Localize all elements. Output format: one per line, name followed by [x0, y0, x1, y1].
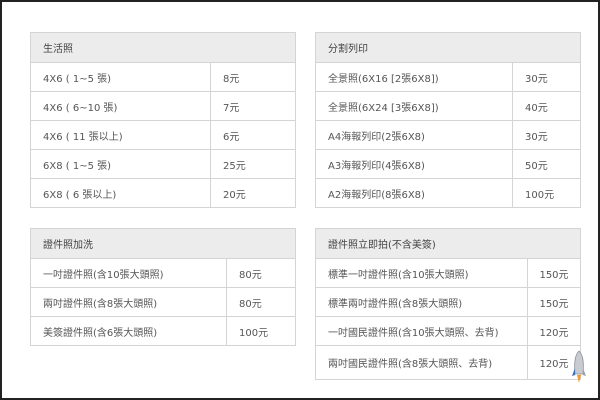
item-price: 30元	[512, 62, 581, 92]
item-name: A3海報列印(4張6X8)	[315, 149, 513, 179]
rocket-icon[interactable]	[571, 350, 587, 386]
table-row: 標準一吋證件照(含10張大頭照) 150元	[315, 258, 581, 288]
item-name: 標準兩吋證件照(含8張大頭照)	[315, 287, 528, 317]
item-name: 一吋國民證件照(含10張大頭照、去背)	[315, 316, 528, 346]
table-row: 4X6 ( 1~5 張) 8元	[30, 62, 296, 92]
table-row: 6X8 ( 6 張以上) 20元	[30, 178, 296, 208]
table-header-row: 生活照	[30, 32, 296, 63]
item-price: 6元	[210, 120, 296, 150]
item-name: 兩吋國民證件照(含8張大頭照、去背)	[315, 345, 528, 380]
table-id-photo-instant: 證件照立即拍(不含美簽) 標準一吋證件照(含10張大頭照) 150元 標準兩吋證件照(…	[315, 228, 581, 380]
table-title: 證件照加洗	[30, 228, 296, 259]
table-row: A2海報列印(8張6X8) 100元	[315, 178, 581, 208]
table-row: A3海報列印(4張6X8) 50元	[315, 149, 581, 179]
item-name: 美簽證件照(含6張大頭照)	[30, 316, 227, 346]
item-price: 7元	[210, 91, 296, 121]
item-price: 80元	[226, 258, 296, 288]
item-name: 標準一吋證件照(含10張大頭照)	[315, 258, 528, 288]
table-row: 4X6 ( 6~10 張) 7元	[30, 91, 296, 121]
table-row: 全景照(6X24 [3張6X8]) 40元	[315, 91, 581, 121]
table-row: 兩吋證件照(含8張大頭照) 80元	[30, 287, 296, 317]
table-id-photo-reprint: 證件照加洗 一吋證件照(含10張大頭照) 80元 兩吋證件照(含8張大頭照) 80元 美簽…	[30, 228, 296, 346]
table-row: 標準兩吋證件照(含8張大頭照) 150元	[315, 287, 581, 317]
table-header-row: 證件照加洗	[30, 228, 296, 259]
table-split-printing: 分割列印 全景照(6X16 [2張6X8]) 30元 全景照(6X24 [3張6X8]…	[315, 32, 581, 208]
table-lifestyle-photos: 生活照 4X6 ( 1~5 張) 8元 4X6 ( 6~10 張) 7元 4X6 ( 11…	[30, 32, 296, 208]
item-name: 4X6 ( 1~5 張)	[30, 62, 211, 92]
table-header-row: 分割列印	[315, 32, 581, 63]
table-row: 全景照(6X16 [2張6X8]) 30元	[315, 62, 581, 92]
table-row: A4海報列印(2張6X8) 30元	[315, 120, 581, 150]
item-name: 4X6 ( 11 張以上)	[30, 120, 211, 150]
table-row: 一吋證件照(含10張大頭照) 80元	[30, 258, 296, 288]
item-price: 120元	[527, 345, 581, 380]
item-price: 150元	[527, 258, 581, 288]
table-row: 兩吋國民證件照(含8張大頭照、去背) 120元	[315, 345, 581, 380]
item-name: 兩吋證件照(含8張大頭照)	[30, 287, 227, 317]
item-price: 80元	[226, 287, 296, 317]
item-name: A4海報列印(2張6X8)	[315, 120, 513, 150]
item-price: 30元	[512, 120, 581, 150]
item-price: 100元	[512, 178, 581, 208]
table-row: 一吋國民證件照(含10張大頭照、去背) 120元	[315, 316, 581, 346]
table-row: 4X6 ( 11 張以上) 6元	[30, 120, 296, 150]
item-name: 全景照(6X24 [3張6X8])	[315, 91, 513, 121]
item-name: 全景照(6X16 [2張6X8])	[315, 62, 513, 92]
item-name: 6X8 ( 1~5 張)	[30, 149, 211, 179]
item-name: 6X8 ( 6 張以上)	[30, 178, 211, 208]
table-title: 證件照立即拍(不含美簽)	[315, 228, 581, 259]
item-price: 120元	[527, 316, 581, 346]
table-row: 美簽證件照(含6張大頭照) 100元	[30, 316, 296, 346]
table-title: 生活照	[30, 32, 296, 63]
item-name: 一吋證件照(含10張大頭照)	[30, 258, 227, 288]
item-price: 100元	[226, 316, 296, 346]
item-name: A2海報列印(8張6X8)	[315, 178, 513, 208]
item-price: 150元	[527, 287, 581, 317]
item-name: 4X6 ( 6~10 張)	[30, 91, 211, 121]
table-header-row: 證件照立即拍(不含美簽)	[315, 228, 581, 259]
item-price: 8元	[210, 62, 296, 92]
table-row: 6X8 ( 1~5 張) 25元	[30, 149, 296, 179]
item-price: 40元	[512, 91, 581, 121]
item-price: 25元	[210, 149, 296, 179]
table-title: 分割列印	[315, 32, 581, 63]
item-price: 20元	[210, 178, 296, 208]
item-price: 50元	[512, 149, 581, 179]
